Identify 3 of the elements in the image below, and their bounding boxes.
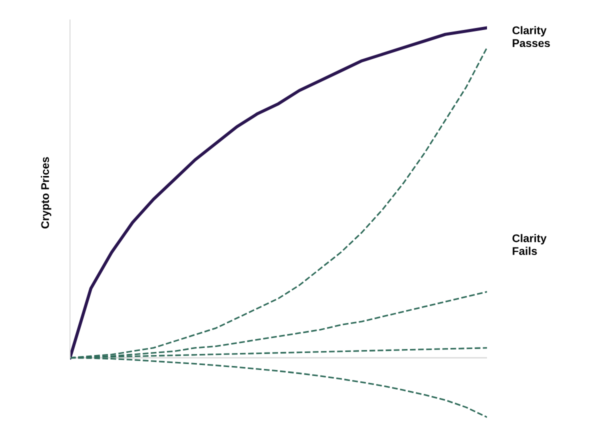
y-axis-title: Crypto Prices [40, 157, 52, 228]
text: Clarity Passes [512, 26, 550, 48]
text: Clarity Fails [512, 234, 547, 255]
